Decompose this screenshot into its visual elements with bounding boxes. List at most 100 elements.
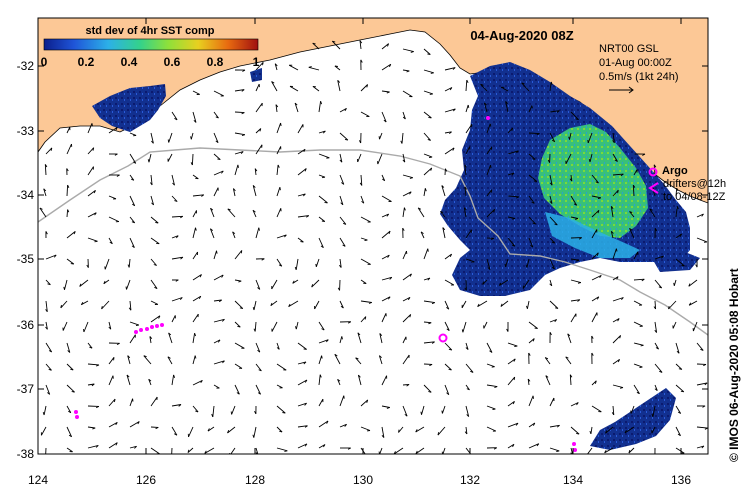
current-vector xyxy=(654,321,658,333)
current-vector xyxy=(276,426,283,433)
current-vector-head xyxy=(47,392,50,395)
current-vector-head xyxy=(364,239,368,242)
drifters-line1: drifters@12h xyxy=(663,178,726,190)
current-vector xyxy=(586,447,593,454)
current-vector xyxy=(402,191,412,197)
current-vector-head xyxy=(604,450,607,454)
current-vector xyxy=(234,342,245,349)
current-vector xyxy=(420,231,425,239)
current-vector-head xyxy=(420,411,422,415)
current-vector xyxy=(464,164,467,176)
current-vector xyxy=(337,80,341,92)
current-vector-head xyxy=(50,147,53,151)
current-vector-head xyxy=(174,118,178,121)
current-vector xyxy=(507,172,515,176)
current-vector xyxy=(192,274,202,281)
drifter-point xyxy=(155,324,159,328)
current-vector xyxy=(591,195,601,199)
current-vector-head xyxy=(71,390,75,393)
current-vector-head xyxy=(387,43,390,47)
current-vector xyxy=(381,213,389,218)
current-vector xyxy=(402,90,413,98)
current-vector-head xyxy=(448,348,452,351)
current-vector xyxy=(444,87,453,92)
current-vector-head xyxy=(238,280,242,283)
current-vector xyxy=(213,153,221,160)
sst-patch-tiny xyxy=(250,68,262,82)
current-vector-head xyxy=(389,64,392,68)
current-vector xyxy=(696,426,708,429)
current-vector-head xyxy=(621,297,624,301)
current-vector xyxy=(43,405,47,416)
current-vector xyxy=(255,384,262,395)
current-vector xyxy=(444,67,456,71)
current-vector xyxy=(108,126,118,134)
current-vector xyxy=(402,314,412,323)
axis-ticks xyxy=(37,18,708,455)
current-vector-head xyxy=(113,398,116,403)
current-vector xyxy=(590,426,593,434)
current-vector-head xyxy=(554,223,558,226)
current-vector-head xyxy=(651,187,655,190)
current-vector xyxy=(334,65,341,71)
current-vector xyxy=(569,374,572,386)
current-vector xyxy=(150,396,158,407)
current-vector-head xyxy=(175,279,179,282)
current-vector xyxy=(696,342,704,351)
current-vector xyxy=(297,124,304,134)
current-vector-head xyxy=(612,140,615,144)
current-vector-head xyxy=(596,296,600,300)
current-vector xyxy=(318,130,326,134)
current-vector-head xyxy=(216,250,218,254)
current-vector-head xyxy=(536,443,540,447)
current-vector xyxy=(79,279,89,287)
current-vector xyxy=(507,342,518,347)
current-vector xyxy=(318,374,321,386)
current-vector xyxy=(633,300,643,306)
current-vector-head xyxy=(320,101,323,105)
current-vector-head xyxy=(654,456,655,459)
current-vector-head xyxy=(466,414,470,417)
current-vector xyxy=(41,426,47,436)
current-vector xyxy=(463,207,467,218)
current-vector-head xyxy=(257,287,261,290)
current-vector xyxy=(318,101,322,113)
current-vector-head xyxy=(302,193,306,197)
current-vector xyxy=(444,147,455,155)
drifter-point xyxy=(75,415,79,419)
current-vector-head xyxy=(505,101,508,104)
current-vector xyxy=(591,296,600,302)
current-vector-head xyxy=(649,208,653,211)
current-vector xyxy=(230,447,236,454)
current-vector xyxy=(192,313,199,323)
current-vector-head xyxy=(695,264,698,268)
current-vector xyxy=(171,195,178,202)
current-vector xyxy=(612,384,624,389)
current-vector-head xyxy=(701,213,704,217)
current-vector xyxy=(570,216,579,219)
colorbar: std dev of 4hr SST comp 0 0.2 0.4 0.6 0.… xyxy=(41,25,260,69)
current-vector xyxy=(381,174,386,181)
current-vector-head xyxy=(654,329,657,333)
current-vector-head xyxy=(339,159,343,163)
current-vector xyxy=(675,342,680,354)
current-vector-head xyxy=(382,178,385,182)
current-vector xyxy=(423,132,431,141)
current-vector-head xyxy=(407,297,411,301)
current-vector xyxy=(150,195,155,206)
current-vector xyxy=(549,300,559,309)
current-vector-head xyxy=(148,378,152,382)
current-vector-head xyxy=(344,138,349,141)
current-vector-head xyxy=(344,108,347,112)
current-vector xyxy=(168,332,173,344)
current-vector-head xyxy=(143,355,147,358)
current-vector-head xyxy=(127,264,130,268)
current-vector-head xyxy=(108,326,112,330)
current-vector xyxy=(255,83,260,92)
current-vector-head xyxy=(610,230,614,234)
current-vector-head xyxy=(599,275,602,279)
current-vector xyxy=(549,237,556,244)
current-vector-head xyxy=(569,374,573,378)
current-vector xyxy=(253,300,257,311)
current-vector-head xyxy=(409,177,413,179)
